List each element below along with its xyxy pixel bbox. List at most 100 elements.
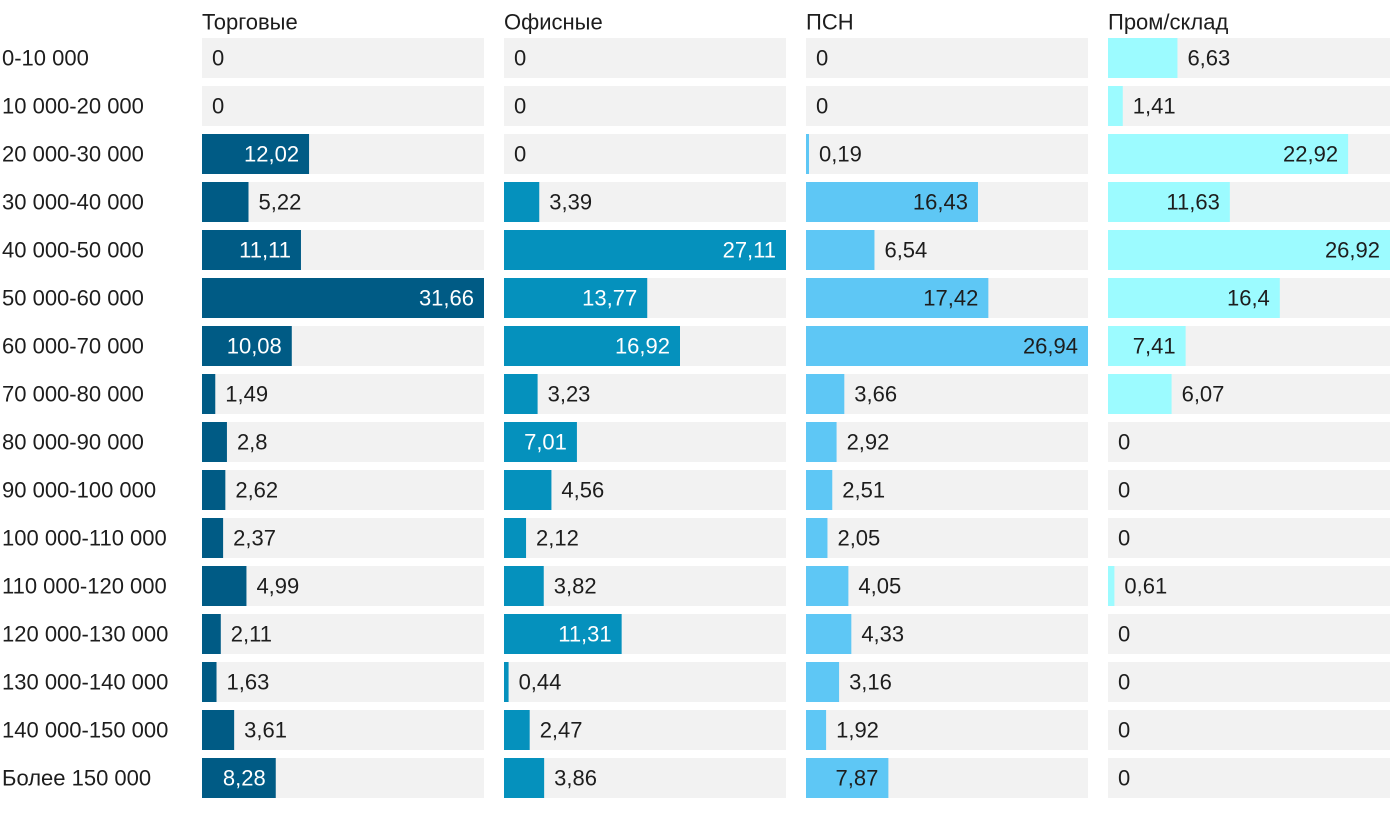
data-label: 4,99 [256, 574, 299, 599]
bar [504, 710, 530, 750]
bar [1108, 134, 1349, 174]
bar-track [504, 758, 786, 798]
bar [806, 326, 1088, 366]
bar [202, 518, 224, 558]
bar-track [806, 518, 1088, 558]
data-label: 0,61 [1124, 574, 1167, 599]
bar [202, 710, 235, 750]
bar [504, 278, 648, 318]
bar-track [504, 374, 786, 414]
bar-track [504, 86, 786, 126]
data-label: 3,39 [549, 190, 592, 215]
bar [806, 374, 845, 414]
bar [806, 710, 827, 750]
bar-track [806, 38, 1088, 78]
data-label: 16,4 [1227, 286, 1270, 311]
bar [806, 614, 852, 654]
bar [1108, 278, 1280, 318]
data-label: 8,28 [223, 766, 266, 791]
data-label: 5,22 [258, 190, 301, 215]
data-label: 3,16 [849, 670, 892, 695]
bar [806, 182, 978, 222]
bar [504, 422, 577, 462]
data-label: 6,54 [884, 238, 927, 263]
bar-track [1108, 566, 1390, 606]
bar [202, 470, 226, 510]
data-label: 2,62 [235, 478, 278, 503]
bar [1108, 326, 1186, 366]
data-label: 0 [212, 46, 224, 71]
data-label: 26,94 [1023, 334, 1078, 359]
data-label: 4,33 [861, 622, 904, 647]
data-label: 27,11 [723, 238, 776, 263]
bar-track [504, 38, 786, 78]
bar [202, 566, 247, 606]
data-label: 0 [1118, 766, 1130, 791]
category-label: 130 000-140 000 [2, 670, 168, 695]
bar-track [1108, 710, 1390, 750]
bar [806, 566, 849, 606]
data-label: 31,66 [419, 286, 474, 311]
bar [806, 758, 889, 798]
bar-track [806, 134, 1088, 174]
bar [504, 662, 509, 702]
bar [504, 566, 544, 606]
data-label: 0 [1118, 478, 1130, 503]
bar [504, 326, 680, 366]
bar [504, 518, 527, 558]
data-label: 2,12 [536, 526, 579, 551]
bar-track [1108, 662, 1390, 702]
category-label: 100 000-110 000 [2, 526, 167, 551]
category-label: 20 000-30 000 [2, 142, 144, 167]
bar-track [504, 566, 786, 606]
bar-track [202, 662, 484, 702]
bar-track [202, 710, 484, 750]
data-label: 0 [514, 94, 526, 119]
bar-track [202, 38, 484, 78]
data-label: 11,11 [239, 238, 291, 263]
bar-track [504, 134, 786, 174]
data-label: 2,11 [231, 622, 272, 647]
data-label: 0 [1118, 622, 1130, 647]
data-label: 3,86 [554, 766, 597, 791]
bar-track [202, 422, 484, 462]
data-label: 2,8 [237, 430, 268, 455]
data-label: 0 [514, 142, 526, 167]
data-label: 22,92 [1283, 142, 1338, 167]
bar-track [202, 374, 484, 414]
bar [202, 662, 217, 702]
bar [202, 422, 227, 462]
bar [504, 230, 786, 270]
data-label: 0,44 [519, 670, 562, 695]
bar [1108, 230, 1390, 270]
data-label: 0,19 [819, 142, 862, 167]
data-label: 1,41 [1133, 94, 1176, 119]
bar-track [1108, 422, 1390, 462]
bar [202, 758, 276, 798]
bar-track [1108, 758, 1390, 798]
bar [806, 470, 833, 510]
bar [1108, 38, 1178, 78]
bar [806, 278, 989, 318]
bar-track [202, 518, 484, 558]
bar [202, 182, 249, 222]
bar [806, 518, 828, 558]
data-label: 1,63 [227, 670, 270, 695]
data-label: 0 [816, 94, 828, 119]
bar [202, 134, 310, 174]
data-label: 3,23 [548, 382, 591, 407]
category-label: 90 000-100 000 [2, 478, 156, 503]
data-label: 2,37 [233, 526, 276, 551]
data-label: 7,87 [836, 766, 879, 791]
bar [806, 134, 809, 174]
bar [504, 614, 622, 654]
series-header: Пром/склад [1108, 10, 1228, 35]
bar [806, 662, 840, 702]
bar [202, 326, 292, 366]
bar-track [1108, 86, 1390, 126]
data-label: 2,47 [540, 718, 583, 743]
bar [1108, 566, 1115, 606]
series-header: ПСН [806, 10, 854, 35]
bar-track [806, 374, 1088, 414]
bar [1108, 86, 1123, 126]
